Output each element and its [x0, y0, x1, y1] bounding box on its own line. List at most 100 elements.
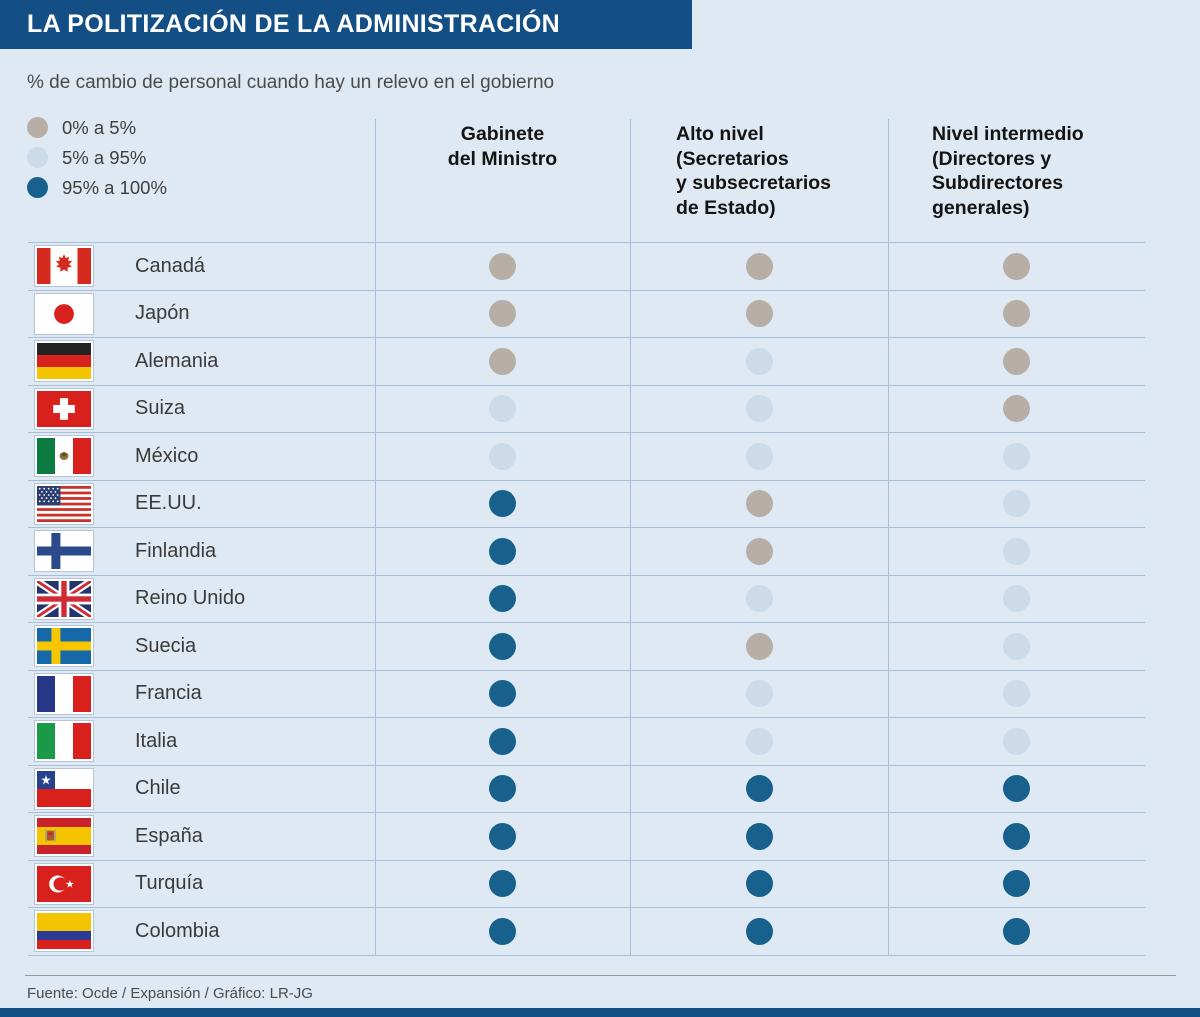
country-label: Japón [135, 302, 190, 325]
bottom-bar [0, 1008, 1200, 1017]
value-cell [630, 632, 888, 660]
country-cell: Turquía [28, 863, 375, 904]
legend-label: 5% a 95% [62, 146, 147, 168]
dot-low [745, 632, 773, 660]
value-cell [375, 870, 630, 898]
country-cell: EE.UU. [28, 483, 375, 524]
country-cell: México [28, 436, 375, 477]
dot-high [489, 632, 516, 660]
dot-mid [1003, 680, 1030, 708]
value-cell [630, 300, 888, 328]
value-cell [888, 537, 1145, 565]
dot-high [489, 680, 516, 708]
legend: 0% a 5% 5% a 95% 95% a 100% [27, 117, 167, 198]
flag-mexico-icon [35, 436, 93, 477]
value-cell [888, 395, 1145, 423]
country-label: Suecia [135, 634, 197, 657]
flag-switzerland-icon [35, 388, 93, 429]
legend-item: 95% a 100% [27, 177, 167, 198]
value-cell [888, 727, 1145, 755]
flag-usa-icon [35, 483, 93, 524]
country-label: Italia [135, 729, 178, 752]
grid-vline [888, 119, 889, 955]
value-cell [630, 490, 888, 518]
country-table: Canadá Japón Alemania Suiza México EE.UU. Finl… [28, 242, 1145, 956]
dot-low [1003, 347, 1030, 375]
flag-colombia-icon [35, 911, 93, 952]
country-cell: Chile [28, 768, 375, 809]
dot-mid [745, 727, 773, 755]
dot-mid [1003, 632, 1030, 660]
country-cell: Colombia [28, 911, 375, 952]
dot-mid [489, 442, 516, 470]
table-row: Canadá [28, 243, 1145, 291]
value-cell [888, 442, 1145, 470]
value-cell [888, 490, 1145, 518]
dot-low [745, 490, 773, 518]
column-header-gabinete: Gabinete del Ministro [447, 123, 558, 170]
value-cell [375, 300, 630, 328]
country-cell: Alemania [28, 341, 375, 382]
flag-canada-icon [35, 246, 93, 287]
dot-mid [745, 680, 773, 708]
dot-high [1003, 917, 1030, 945]
grid-vline [375, 119, 376, 955]
dot-mid [1003, 442, 1030, 470]
dot-low [1003, 252, 1030, 280]
dot-low [745, 252, 773, 280]
value-cell [375, 775, 630, 803]
value-cell [630, 775, 888, 803]
dot-high [745, 917, 773, 945]
country-cell: Finlandia [28, 531, 375, 572]
dot-high [745, 822, 773, 850]
country-label: España [135, 824, 203, 847]
value-cell [888, 252, 1145, 280]
dot-high [489, 537, 516, 565]
dot-high [745, 775, 773, 803]
dot-high [489, 727, 516, 755]
flag-chile-icon [35, 768, 93, 809]
country-cell: Italia [28, 721, 375, 762]
table-row: Suecia [28, 623, 1145, 671]
value-cell [630, 252, 888, 280]
value-cell [630, 870, 888, 898]
value-cell [375, 395, 630, 423]
dot-mid [1003, 585, 1030, 613]
country-cell: Suecia [28, 626, 375, 667]
dot-low [489, 300, 516, 328]
value-cell [375, 822, 630, 850]
value-cell [888, 347, 1145, 375]
country-label: Reino Unido [135, 587, 246, 610]
table-row: Japón [28, 291, 1145, 338]
value-cell [375, 632, 630, 660]
value-cell [888, 585, 1145, 613]
dot-low [489, 347, 516, 375]
header-bar: LA POLITIZACIÓN DE LA ADMINISTRACIÓN [0, 0, 692, 49]
dot-low [745, 537, 773, 565]
dot-mid [1003, 537, 1030, 565]
legend-label: 95% a 100% [62, 176, 167, 198]
dot-high [489, 917, 516, 945]
country-cell: Suiza [28, 388, 375, 429]
value-cell [630, 727, 888, 755]
dot-mid [745, 442, 773, 470]
table-row: Reino Unido [28, 576, 1145, 623]
value-cell [630, 395, 888, 423]
flag-italy-icon [35, 721, 93, 762]
flag-germany-icon [35, 341, 93, 382]
country-cell: Japón [28, 293, 375, 334]
value-cell [375, 442, 630, 470]
table-row: Chile [28, 766, 1145, 813]
table-row: Colombia [28, 908, 1145, 956]
table-row: Suiza [28, 386, 1145, 433]
dot-low [1003, 395, 1030, 423]
table-row: Finlandia [28, 528, 1145, 576]
dot-low [745, 300, 773, 328]
country-label: Finlandia [135, 539, 217, 562]
country-label: Alemania [135, 349, 219, 372]
country-label: México [135, 444, 199, 467]
footer-divider [25, 975, 1176, 976]
value-cell [888, 917, 1145, 945]
country-label: Francia [135, 682, 202, 705]
